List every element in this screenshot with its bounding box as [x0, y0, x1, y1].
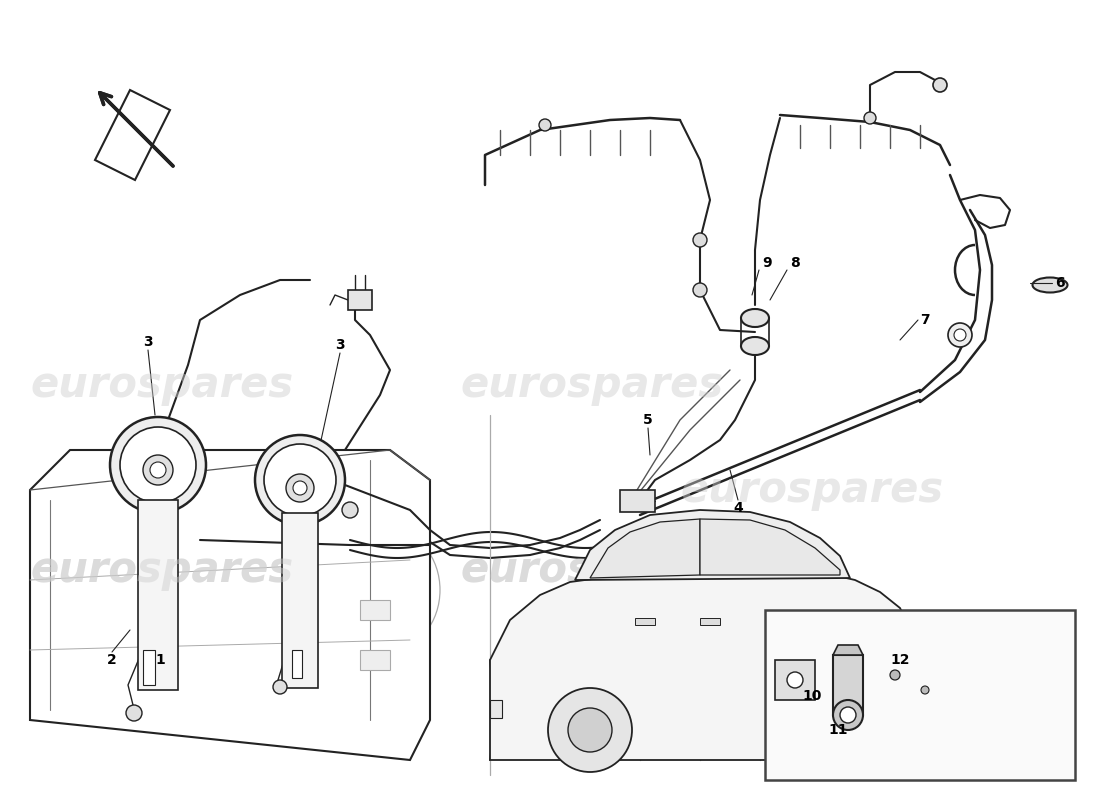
Polygon shape	[575, 510, 850, 580]
Circle shape	[933, 78, 947, 92]
Text: 4: 4	[733, 501, 742, 515]
Text: eurospares: eurospares	[460, 549, 723, 591]
Circle shape	[342, 502, 358, 518]
Circle shape	[954, 329, 966, 341]
Text: 11: 11	[828, 723, 848, 737]
Polygon shape	[833, 645, 864, 655]
Circle shape	[864, 112, 876, 124]
Circle shape	[264, 444, 336, 516]
Text: 10: 10	[802, 689, 822, 703]
Polygon shape	[95, 90, 170, 180]
Text: eurospares: eurospares	[680, 469, 943, 511]
Polygon shape	[30, 450, 430, 760]
Circle shape	[255, 435, 345, 525]
Text: eurospares: eurospares	[30, 549, 293, 591]
Bar	[700, 618, 720, 625]
Polygon shape	[590, 519, 700, 578]
Bar	[138, 500, 178, 690]
Circle shape	[143, 455, 173, 485]
Circle shape	[110, 417, 206, 513]
Bar	[764, 610, 1075, 780]
Text: 3: 3	[336, 338, 344, 352]
Bar	[620, 490, 654, 512]
Circle shape	[120, 427, 196, 503]
Circle shape	[788, 688, 872, 772]
Circle shape	[548, 688, 632, 772]
Circle shape	[286, 474, 313, 502]
Circle shape	[693, 233, 707, 247]
Circle shape	[293, 481, 307, 495]
Text: eurospares: eurospares	[460, 549, 723, 591]
Polygon shape	[490, 565, 910, 760]
Text: 7: 7	[921, 313, 929, 327]
Circle shape	[833, 700, 864, 730]
Bar	[635, 618, 654, 625]
Text: 6: 6	[1055, 276, 1065, 290]
Text: 9: 9	[762, 256, 772, 270]
Text: 8: 8	[790, 256, 800, 270]
Bar	[348, 290, 372, 310]
Bar	[292, 650, 302, 678]
Text: 3: 3	[143, 335, 153, 349]
Text: 2: 2	[107, 653, 117, 667]
Ellipse shape	[1033, 278, 1067, 293]
Polygon shape	[700, 519, 840, 575]
Text: 1: 1	[155, 653, 165, 667]
Circle shape	[890, 670, 900, 680]
Bar	[143, 650, 155, 685]
Bar	[282, 513, 318, 688]
Text: eurospares: eurospares	[30, 364, 293, 406]
Circle shape	[150, 462, 166, 478]
Bar	[776, 660, 815, 700]
Bar	[490, 700, 502, 718]
Text: eurospares: eurospares	[460, 364, 723, 406]
Circle shape	[693, 283, 707, 297]
Circle shape	[539, 119, 551, 131]
Bar	[360, 600, 390, 620]
Text: 5: 5	[644, 413, 653, 427]
Bar	[833, 655, 864, 715]
Circle shape	[921, 686, 929, 694]
Text: 12: 12	[890, 653, 910, 667]
Circle shape	[786, 672, 803, 688]
Ellipse shape	[741, 337, 769, 355]
Circle shape	[840, 707, 856, 723]
Circle shape	[948, 323, 972, 347]
Text: eurospares: eurospares	[30, 549, 293, 591]
Bar	[360, 650, 390, 670]
Circle shape	[568, 708, 612, 752]
Circle shape	[126, 705, 142, 721]
Circle shape	[273, 680, 287, 694]
Ellipse shape	[741, 309, 769, 327]
Circle shape	[808, 708, 852, 752]
